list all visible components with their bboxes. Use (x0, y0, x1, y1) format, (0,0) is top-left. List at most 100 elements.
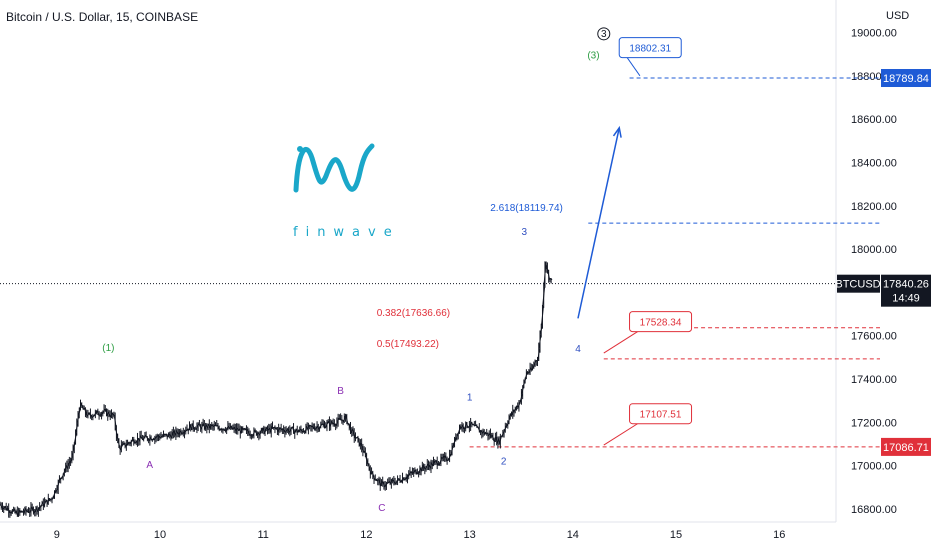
callout-label: 17107.51 (640, 410, 682, 421)
candle-body (112, 414, 116, 416)
callout-box (618, 37, 682, 59)
wave-label: (1) (102, 343, 114, 354)
candle-body (139, 435, 143, 439)
price-axis[interactable]: 19000.0018800.0018600.0018400.0018200.00… (851, 27, 897, 516)
callout-box (629, 311, 693, 333)
candle-body (372, 475, 376, 480)
candle-body (345, 414, 349, 424)
candle-body (55, 488, 59, 492)
candle-body (533, 360, 537, 365)
candle-body (46, 498, 50, 505)
callout-label: 17528.34 (640, 318, 682, 329)
candle-body (547, 270, 551, 280)
candle-body (414, 469, 418, 474)
wave-label: 2 (501, 457, 507, 468)
candle-body (352, 431, 356, 438)
candle-body (538, 334, 542, 349)
wave-label: C (378, 503, 385, 514)
candle-body (0, 504, 3, 508)
candle-body (132, 439, 136, 444)
x-tick-label: 9 (54, 529, 60, 541)
candle-body (77, 409, 81, 416)
candle-body (69, 459, 72, 463)
candle-body (252, 430, 256, 436)
candle-body (507, 417, 511, 424)
candle-body (458, 426, 461, 433)
finwave-wave-icon (293, 143, 375, 193)
candle-body (491, 435, 495, 441)
candle-body (170, 433, 174, 439)
candle-body (524, 372, 528, 379)
candle-body (259, 428, 263, 433)
candle-body (117, 440, 121, 448)
symbol-tag-label: BTCUSD (835, 279, 880, 291)
candle-body (61, 473, 65, 478)
candle-body (198, 423, 201, 426)
candle-body (432, 461, 435, 466)
candle-body (453, 437, 457, 446)
candle-body (406, 475, 409, 479)
candle-body (76, 415, 80, 423)
candle-body (543, 262, 547, 287)
wave-label: 1 (467, 393, 473, 404)
candle-body (501, 432, 505, 437)
callout-label: 18802.31 (629, 44, 671, 55)
candle-body (72, 442, 76, 449)
candle-body (246, 429, 250, 433)
x-tick-label: 13 (463, 529, 475, 541)
candle-body (70, 455, 74, 461)
finwave-wordmark: finwave (293, 225, 400, 240)
last-price-label: 17840.26 (883, 279, 929, 291)
candle-body (371, 471, 375, 477)
x-tick-label: 14 (567, 529, 579, 541)
candle-body (549, 277, 553, 280)
candle-body (58, 478, 61, 482)
x-tick-label: 11 (257, 529, 268, 541)
wave-label-circle (597, 27, 611, 41)
time-axis[interactable]: 9 10 11 12 13 14 15 16 (54, 529, 786, 541)
candle-body (356, 436, 360, 439)
y-tick-label: 18600.00 (851, 114, 897, 126)
candle-body (519, 393, 523, 402)
x-tick-label: 12 (360, 529, 372, 541)
callout-box (629, 403, 693, 425)
candle-body (113, 415, 117, 428)
candle-body (536, 359, 539, 362)
candle-body (269, 426, 273, 433)
candle-body (191, 423, 195, 429)
candle-body (56, 481, 60, 490)
last-price-tag (881, 274, 931, 307)
candle-body (96, 410, 100, 416)
candle-body (521, 386, 525, 394)
candle-body (10, 510, 14, 514)
y-tick-label: 18400.00 (851, 157, 897, 169)
currency-label: USD (886, 10, 909, 22)
candle-body (363, 451, 367, 457)
y-tick-label: 18200.00 (851, 201, 897, 213)
candle-body (83, 408, 87, 414)
candle-body (522, 381, 526, 387)
candle-body (144, 434, 148, 438)
fib-label: 0.382(17636.66) (377, 308, 450, 319)
candle-body (498, 436, 502, 444)
callout-pointer (603, 423, 638, 446)
candle-countdown: 14:49 (892, 293, 920, 305)
candle-body (542, 285, 546, 307)
y-tick-label: 17000.00 (851, 461, 897, 473)
level-price-tag (881, 69, 931, 88)
candle-body (335, 421, 339, 426)
candle-body (448, 454, 452, 460)
candle-body (114, 427, 118, 437)
candle-body (424, 466, 428, 470)
candle-body (318, 426, 321, 430)
candle-body (53, 490, 56, 497)
candle-body (435, 460, 439, 466)
candle-body (342, 416, 346, 423)
candle-body (325, 422, 329, 427)
candle-body (293, 430, 297, 434)
candle-body (360, 443, 364, 449)
x-tick-label: 16 (773, 529, 785, 541)
candle-body (385, 482, 388, 487)
candle-body (89, 412, 92, 416)
